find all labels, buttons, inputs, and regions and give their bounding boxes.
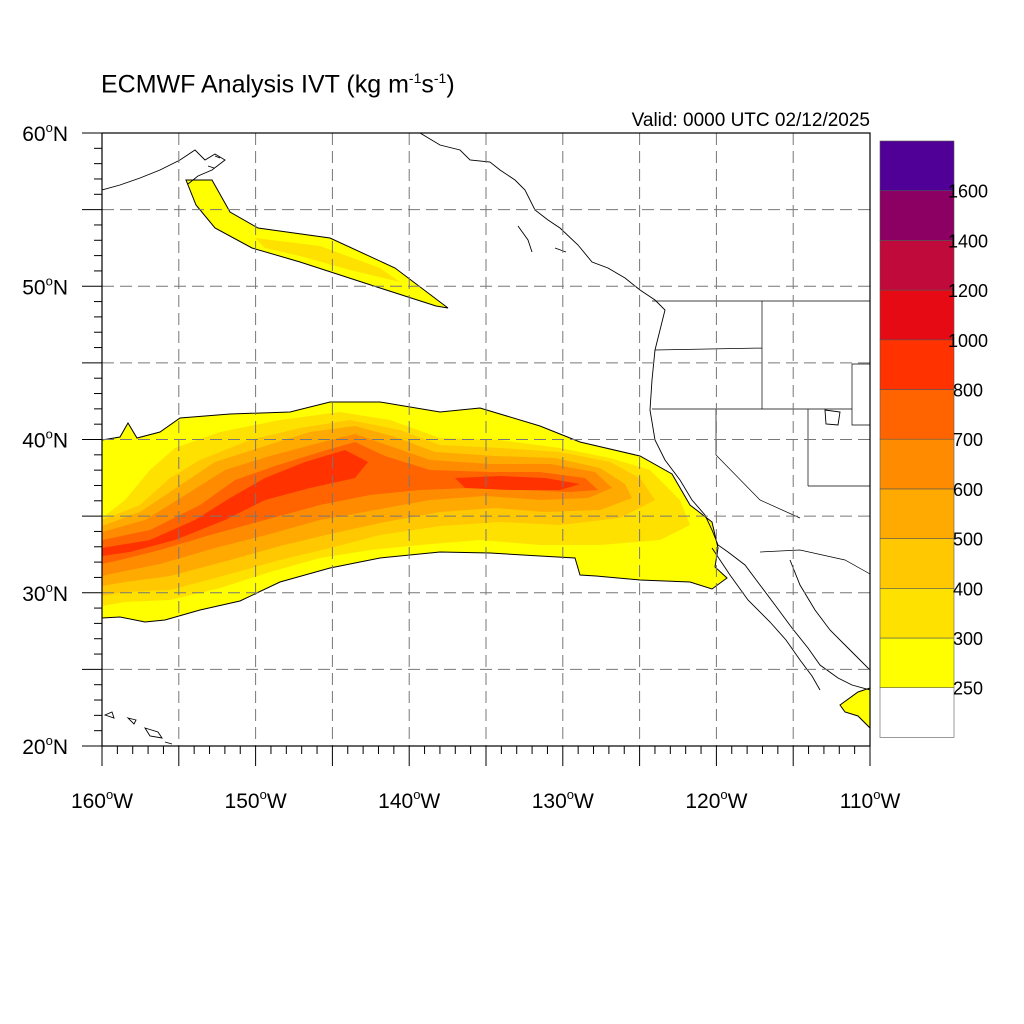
colorbar-box bbox=[879, 687, 955, 738]
colorbar-label: 600 bbox=[953, 480, 983, 500]
colorbar-label: 1600 bbox=[948, 182, 988, 202]
colorbar: 250 300 400 500 600 700 800 1000 1200 1400 1600 bbox=[879, 140, 988, 738]
ivt-plume-north-core bbox=[255, 238, 400, 282]
coastline-layer bbox=[102, 133, 870, 745]
lon-label: 140oW bbox=[378, 787, 440, 813]
lat-label: 20oN bbox=[22, 733, 68, 759]
colorbar-label: 700 bbox=[953, 430, 983, 450]
ivt-band-700 bbox=[102, 442, 598, 564]
lat-label: 60oN bbox=[22, 120, 68, 146]
state-borders bbox=[652, 301, 870, 519]
colorbar-label: 250 bbox=[953, 679, 983, 699]
colorbar-box bbox=[879, 438, 955, 490]
colorbar-box bbox=[879, 538, 955, 589]
lon-label: 160oW bbox=[71, 787, 133, 813]
colorbar-box bbox=[879, 389, 955, 440]
ivt-band-800 bbox=[102, 450, 368, 556]
colorbar-box bbox=[879, 339, 955, 390]
map-axes: 60oN 50oN 40oN 30oN 20oN 160oW 150oW 140oW 130oW… bbox=[22, 120, 900, 813]
colorbar-box bbox=[879, 637, 955, 689]
alaska-islands bbox=[207, 155, 841, 426]
ivt-patch-south bbox=[839, 687, 870, 729]
mexico-border bbox=[759, 549, 870, 575]
ivt-band-600 bbox=[102, 434, 612, 576]
colorbar-box bbox=[879, 587, 955, 639]
grid-lines bbox=[102, 133, 870, 746]
lat-label: 50oN bbox=[22, 273, 68, 299]
colorbar-box bbox=[879, 289, 955, 341]
colorbar-label: 800 bbox=[953, 381, 983, 401]
baja-coast bbox=[711, 547, 821, 691]
colorbar-box bbox=[879, 140, 955, 192]
lat-label: 30oN bbox=[22, 580, 68, 606]
colorbar-label: 1200 bbox=[948, 281, 988, 301]
map-title: ECMWF Analysis IVT (kg m-1s-1) bbox=[101, 70, 455, 99]
colorbar-label: 1400 bbox=[948, 231, 988, 251]
lat-label: 40oN bbox=[22, 427, 68, 453]
lon-label: 120oW bbox=[685, 787, 747, 813]
colorbar-box bbox=[879, 240, 955, 291]
lon-label: 130oW bbox=[532, 787, 594, 813]
alaska-coast bbox=[102, 149, 226, 191]
colorbar-label: 500 bbox=[953, 530, 983, 550]
hawaii-islands bbox=[103, 711, 173, 745]
colorbar-label: 400 bbox=[953, 579, 983, 599]
lon-label: 110oW bbox=[840, 787, 901, 813]
colorbar-label: 300 bbox=[953, 629, 983, 649]
colorbar-box bbox=[879, 190, 955, 241]
colorbar-label: 1000 bbox=[948, 331, 988, 351]
ivt-fill-layer bbox=[102, 179, 870, 729]
valid-time: Valid: 0000 UTC 02/12/2025 bbox=[631, 110, 870, 131]
colorbar-box bbox=[879, 488, 955, 539]
lon-label: 150oW bbox=[225, 787, 287, 813]
gulf-coast bbox=[789, 559, 870, 671]
